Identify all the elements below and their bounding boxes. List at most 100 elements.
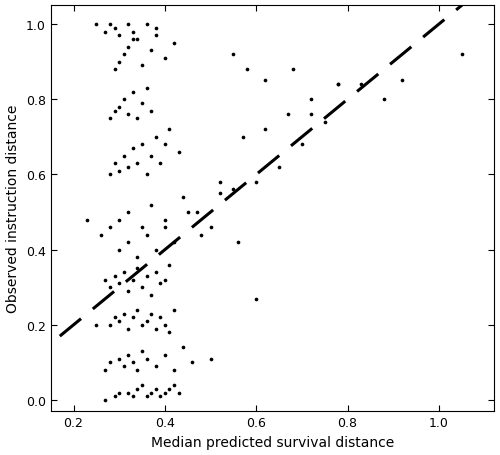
Point (129, 145, 137, 152)
Point (120, 269, 128, 276)
Point (284, 111, 292, 119)
Point (156, 160, 164, 167)
Point (106, 21, 114, 29)
Point (238, 134, 246, 141)
Point (120, 153, 128, 160)
Point (115, 355, 123, 363)
Point (124, 21, 132, 29)
Point (138, 142, 146, 149)
Point (275, 164, 283, 171)
Point (289, 66, 297, 74)
Point (170, 40, 178, 47)
Point (156, 393, 164, 400)
Point (161, 352, 169, 359)
Point (124, 164, 132, 171)
Point (106, 224, 114, 231)
Point (92, 21, 100, 29)
Y-axis label: Observed instruction distance: Observed instruction distance (6, 105, 20, 313)
Point (138, 63, 146, 70)
Point (142, 273, 150, 280)
Point (106, 359, 114, 366)
Point (134, 385, 141, 393)
Point (170, 239, 178, 246)
Point (134, 367, 141, 374)
Point (124, 325, 132, 333)
Point (124, 288, 132, 295)
Point (147, 48, 155, 55)
Point (179, 194, 187, 201)
Point (262, 78, 270, 85)
Point (152, 134, 160, 141)
Point (115, 33, 123, 40)
Point (129, 359, 137, 366)
Point (166, 126, 173, 134)
Point (115, 217, 123, 224)
Point (188, 359, 196, 366)
Point (102, 367, 110, 374)
Point (320, 119, 328, 126)
Point (152, 385, 160, 393)
Point (115, 59, 123, 66)
Point (198, 232, 205, 239)
Point (161, 389, 169, 396)
Point (230, 187, 237, 194)
Point (142, 85, 150, 92)
Point (234, 239, 242, 246)
Point (129, 29, 137, 36)
Point (334, 81, 342, 89)
Point (129, 36, 137, 44)
Point (115, 168, 123, 175)
Point (142, 355, 150, 363)
Point (170, 307, 178, 314)
Point (216, 190, 224, 197)
Point (115, 389, 123, 396)
Point (115, 318, 123, 325)
Point (147, 389, 155, 396)
Point (106, 115, 114, 122)
Point (97, 232, 105, 239)
Point (298, 142, 306, 149)
Point (252, 179, 260, 186)
Point (147, 108, 155, 115)
X-axis label: Median predicted survival distance: Median predicted survival distance (150, 435, 394, 449)
Point (174, 149, 182, 156)
Point (166, 385, 173, 393)
Point (124, 111, 132, 119)
Point (129, 314, 137, 321)
Point (184, 209, 192, 216)
Point (138, 382, 146, 389)
Point (161, 224, 169, 231)
Point (161, 142, 169, 149)
Point (102, 397, 110, 404)
Point (106, 322, 114, 329)
Point (106, 284, 114, 291)
Point (156, 314, 164, 321)
Point (206, 355, 214, 363)
Point (334, 81, 342, 89)
Point (110, 314, 118, 321)
Point (142, 21, 150, 29)
Point (170, 367, 178, 374)
Point (110, 66, 118, 74)
Point (147, 153, 155, 160)
Point (152, 247, 160, 254)
Point (120, 96, 128, 104)
Point (110, 108, 118, 115)
Point (134, 115, 141, 122)
Point (142, 393, 150, 400)
Point (380, 96, 388, 104)
Point (134, 307, 141, 314)
Point (124, 209, 132, 216)
Point (138, 224, 146, 231)
Point (129, 277, 137, 284)
Point (193, 209, 201, 216)
Point (134, 265, 141, 273)
Point (206, 224, 214, 231)
Point (83, 217, 91, 224)
Point (156, 280, 164, 288)
Point (152, 25, 160, 32)
Point (142, 172, 150, 179)
Point (115, 104, 123, 111)
Point (307, 111, 315, 119)
Point (120, 363, 128, 370)
